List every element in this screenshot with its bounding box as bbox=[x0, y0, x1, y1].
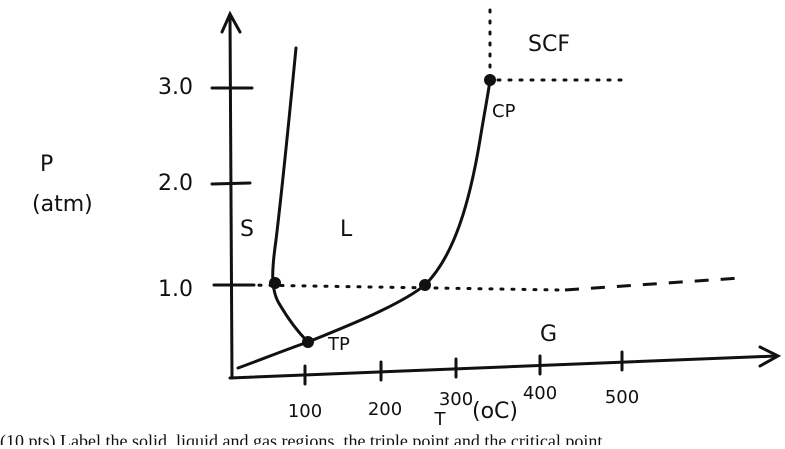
points bbox=[269, 74, 496, 348]
caption: (10 pts) Label the solid, liquid and gas… bbox=[0, 431, 607, 445]
region-label: S bbox=[240, 217, 254, 242]
x-label: T bbox=[434, 409, 447, 430]
x-tick-label: 200 bbox=[368, 399, 402, 420]
region-label: L bbox=[340, 217, 353, 242]
x-tick-label: 100 bbox=[288, 401, 322, 422]
critical-point bbox=[484, 74, 496, 86]
x-unit: (oC) bbox=[472, 399, 518, 424]
x-axis bbox=[228, 354, 778, 380]
axes bbox=[210, 10, 782, 386]
dotted-lines bbox=[246, 8, 632, 292]
triple-point bbox=[302, 336, 314, 348]
gas-boundary-line bbox=[236, 78, 492, 370]
one-atm-dashed bbox=[564, 276, 741, 292]
y-ticks bbox=[210, 86, 256, 287]
y-tick-label: 2.0 bbox=[158, 171, 193, 196]
boiling-point bbox=[419, 279, 431, 291]
phase-boundaries bbox=[236, 46, 492, 370]
y-axis bbox=[228, 14, 234, 380]
y-tick-label: 1.0 bbox=[158, 277, 193, 302]
x-ticks bbox=[303, 350, 624, 386]
y-tick-label: 3.0 bbox=[158, 75, 193, 100]
x-tick-label: 400 bbox=[523, 383, 557, 404]
x-tick-label: 300 bbox=[439, 389, 473, 410]
region-label: G bbox=[540, 322, 557, 347]
point-label: TP bbox=[327, 334, 350, 355]
x-arrow bbox=[758, 345, 782, 368]
region-label: SCF bbox=[528, 32, 570, 57]
x-tick-label: 500 bbox=[605, 387, 639, 408]
solid-liquid-line bbox=[271, 46, 310, 344]
one-atm-line bbox=[246, 283, 562, 292]
melting-point bbox=[269, 277, 281, 289]
y-label: P bbox=[40, 152, 53, 177]
y-arrow bbox=[220, 10, 242, 34]
y-unit: (atm) bbox=[32, 192, 93, 217]
point-label: CP bbox=[492, 101, 516, 122]
